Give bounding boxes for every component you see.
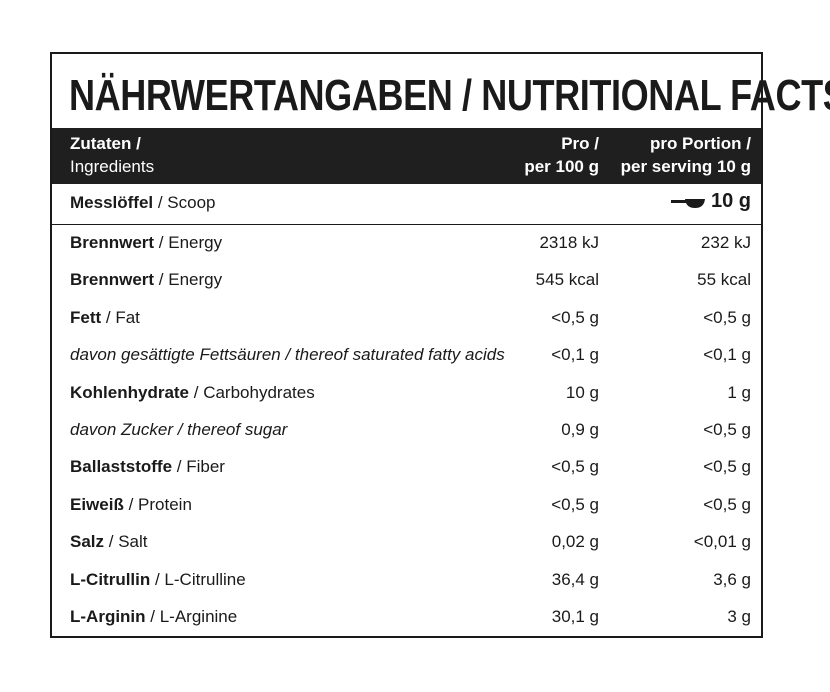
header-per-serving: pro Portion / per serving 10 g — [621, 132, 751, 178]
table-row: Brennwert / Energy 2318 kJ 232 kJ — [52, 225, 761, 262]
nutrient-name-en: / L-Arginine — [145, 606, 238, 626]
header-per-serving-de: pro Portion / — [649, 134, 751, 153]
value-per-100g: <0,5 g — [551, 494, 599, 514]
header-per-100g-de: Pro / — [561, 134, 599, 153]
nutrient-name: L-Arginin / L-Arginine — [70, 607, 237, 627]
nutrient-name-de: L-Citrullin — [70, 569, 151, 589]
nutrient-name: Brennwert / Energy — [70, 233, 222, 253]
scoop-icon — [670, 198, 705, 208]
header-per-serving-en: per serving 10 g — [620, 157, 751, 176]
scoop-label: Messlöffel / Scoop — [70, 193, 216, 213]
nutrient-name: Eiweiß / Protein — [70, 495, 192, 515]
table-header: Zutaten / Ingredients Pro / per 100 g pr… — [52, 128, 761, 184]
nutrient-name-en: / Carbohydrates — [189, 382, 315, 402]
header-ingredients: Zutaten / Ingredients — [70, 132, 154, 178]
nutrient-name-en: / L-Citrulline — [150, 569, 246, 589]
scoop-label-en: / Scoop — [153, 193, 216, 212]
table-row: Brennwert / Energy 545 kcal 55 kcal — [52, 262, 761, 299]
value-per-100g: <0,1 g — [551, 345, 599, 365]
value-per-serving: 232 kJ — [700, 233, 751, 252]
nutrient-name-en: / Fiber — [172, 457, 225, 477]
header-ingredients-de: Zutaten / — [70, 134, 141, 153]
nutrient-name: davon Zucker / thereof sugar — [70, 420, 287, 440]
scoop-value: 10 g — [670, 190, 751, 213]
header-per-100g-en: per 100 g — [524, 157, 599, 176]
table-row: Salz / Salt 0,02 g <0,01 g — [52, 524, 761, 561]
value-per-serving: <0,5 g — [703, 457, 751, 477]
table-row: Eiweiß / Protein <0,5 g <0,5 g — [52, 487, 761, 524]
nutrient-name-en: / Salt — [104, 532, 148, 552]
value-per-serving: <0,01 g — [693, 532, 751, 552]
nutrient-name-en: davon Zucker / thereof sugar — [70, 419, 288, 439]
value-per-serving: <0,1 g — [703, 345, 751, 365]
table-row: L-Citrullin / L-Citrulline 36,4 g 3,6 g — [52, 562, 761, 599]
value-per-serving: <0,5 g — [703, 419, 751, 439]
nutrient-name-de: Fett — [70, 307, 102, 327]
nutrient-name: Fett / Fat — [70, 308, 140, 328]
table-row: Kohlenhydrate / Carbohydrates 10 g 1 g — [52, 375, 761, 412]
table-row: Fett / Fat <0,5 g <0,5 g — [52, 300, 761, 337]
header-per-100g: Pro / per 100 g — [524, 132, 599, 178]
value-per-100g: 30,1 g — [551, 606, 599, 626]
nutrition-facts-panel: NÄHRWERTANGABEN / NUTRITIONAL FACTS: Zut… — [50, 52, 830, 638]
scoop-value-text: 10 g — [710, 190, 751, 212]
nutrient-name: Salz / Salt — [70, 532, 148, 552]
nutrient-name-de: Kohlenhydrate — [70, 382, 190, 402]
nutrient-name: L-Citrullin / L-Citrulline — [70, 570, 246, 590]
nutrient-name: Ballaststoffe / Fiber — [70, 457, 225, 477]
nutrient-name: Kohlenhydrate / Carbohydrates — [70, 383, 315, 403]
page-title: NÄHRWERTANGABEN / NUTRITIONAL FACTS: — [69, 71, 830, 120]
value-per-100g: 0,02 g — [551, 532, 599, 552]
value-per-serving: <0,5 g — [703, 494, 751, 514]
value-per-100g: 2318 kJ — [539, 233, 599, 252]
value-per-100g: 36,4 g — [551, 569, 599, 589]
header-ingredients-en: Ingredients — [70, 157, 155, 176]
value-per-serving: 55 kcal — [697, 270, 751, 290]
value-per-100g: 0,9 g — [561, 419, 599, 439]
nutrient-name: davon gesättigte Fettsäuren / thereof sa… — [70, 345, 505, 365]
scoop-row: Messlöffel / Scoop 10 g — [52, 184, 761, 225]
nutrient-name-en: davon gesättigte Fettsäuren / thereof sa… — [70, 345, 505, 365]
nutrient-name-en: / Fat — [101, 307, 140, 327]
value-per-serving: 1 g — [727, 382, 751, 402]
nutrient-name: Brennwert / Energy — [70, 270, 222, 290]
value-per-100g: 545 kcal — [535, 270, 599, 290]
nutrient-name-de: Brennwert — [70, 233, 155, 252]
nutrient-name-de: Brennwert — [70, 270, 155, 290]
value-per-serving: 3 g — [727, 606, 751, 626]
value-per-100g: 10 g — [565, 382, 599, 402]
nutrient-name-de: Ballaststoffe — [70, 457, 173, 477]
value-per-serving: <0,5 g — [703, 307, 751, 327]
table-row: davon Zucker / thereof sugar 0,9 g <0,5 g — [52, 412, 761, 449]
scoop-label-de: Messlöffel — [70, 193, 154, 212]
nutrient-name-en: / Energy — [154, 270, 223, 290]
value-per-100g: <0,5 g — [551, 457, 599, 477]
table-row: davon gesättigte Fettsäuren / thereof sa… — [52, 337, 761, 374]
nutrient-name-de: Salz — [70, 532, 105, 552]
table-row: Ballaststoffe / Fiber <0,5 g <0,5 g — [52, 449, 761, 486]
value-per-100g: <0,5 g — [551, 307, 599, 327]
nutrient-name-en: / Energy — [154, 233, 223, 252]
table-row: L-Arginin / L-Arginine 30,1 g 3 g — [52, 599, 761, 636]
value-per-serving: 3,6 g — [713, 569, 751, 589]
nutrient-table: Brennwert / Energy 2318 kJ 232 kJ Brennwert… — [52, 225, 761, 636]
nutrient-name-de: L-Arginin — [70, 606, 146, 626]
nutrient-name-de: Eiweiß — [70, 494, 124, 514]
nutrient-name-en: / Protein — [123, 494, 192, 514]
